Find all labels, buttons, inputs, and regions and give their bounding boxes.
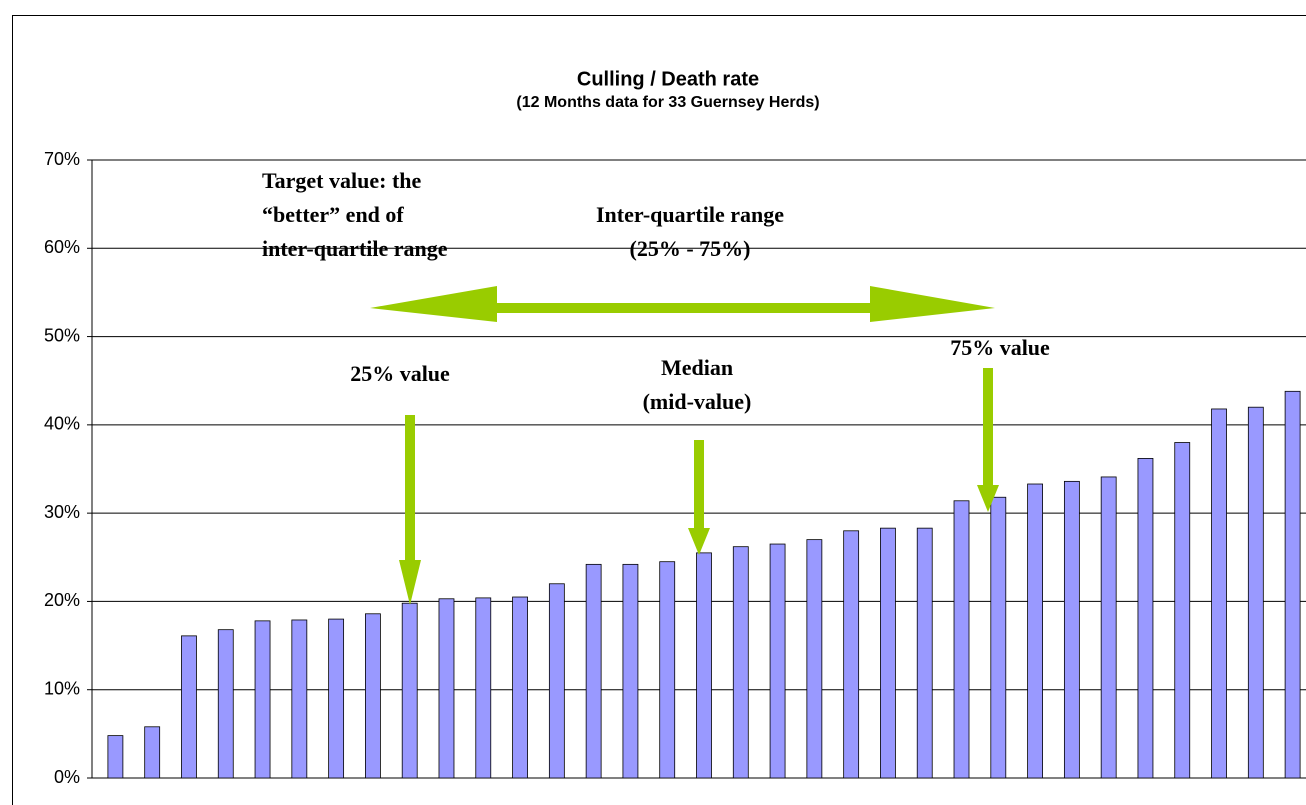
down-arrow [399,415,421,605]
bar [475,597,492,779]
bar [1137,458,1154,779]
bar [438,598,455,779]
bar [585,563,602,779]
bar [512,596,528,779]
bar [806,539,823,779]
bar [1174,442,1191,779]
bar [328,618,345,779]
y-tick-label: 40% [44,414,80,434]
bar [1211,408,1227,779]
y-tick-label: 30% [44,502,80,522]
bar [843,530,860,779]
bar [1247,406,1264,779]
annotation-arrows [370,286,999,605]
y-tick-label: 20% [44,590,80,610]
plot-area: 0% 10% 20% 30% 40% 50% 60% 70% [44,149,1306,787]
bar [916,527,933,779]
bar [1100,476,1117,779]
bar [953,500,970,779]
bar [696,552,712,779]
bar [732,546,749,779]
bar [291,619,308,779]
bar [1027,483,1043,779]
chart-border [12,15,1306,805]
bar [1284,390,1301,779]
y-tick-label: 50% [44,325,80,345]
annotation: 25% value [350,361,450,386]
bar [769,543,786,779]
bar [548,583,565,779]
y-tick-label: 70% [44,149,80,169]
chart-title: Culling / Death rate [577,68,759,90]
annotation: (mid-value) [643,389,752,414]
y-tick-label: 10% [44,678,80,698]
bar [107,735,124,779]
annotation: inter-quartile range [262,236,448,261]
y-tick-label: 60% [44,237,80,257]
double-arrow [370,286,995,322]
annotation: Target value: the [262,168,422,193]
annotation: Median [661,355,733,380]
annotation: Inter-quartile range [596,202,784,227]
bar [254,620,271,779]
down-arrow [977,368,999,512]
bar [181,635,197,779]
annotation: “better” end of [262,202,404,227]
bar [622,563,639,779]
bar [659,561,676,779]
bar [401,602,418,779]
down-arrow [688,440,710,555]
y-tick-label: 0% [54,767,80,787]
bar [217,629,234,779]
bar [880,527,896,779]
annotation: (25% - 75%) [630,236,751,261]
bar [1063,480,1080,779]
bar [365,613,381,779]
bar [144,726,161,779]
annotation: 75% value [950,335,1050,360]
bar [990,496,1007,779]
chart-subtitle: (12 Months data for 33 Guernsey Herds) [516,94,819,111]
